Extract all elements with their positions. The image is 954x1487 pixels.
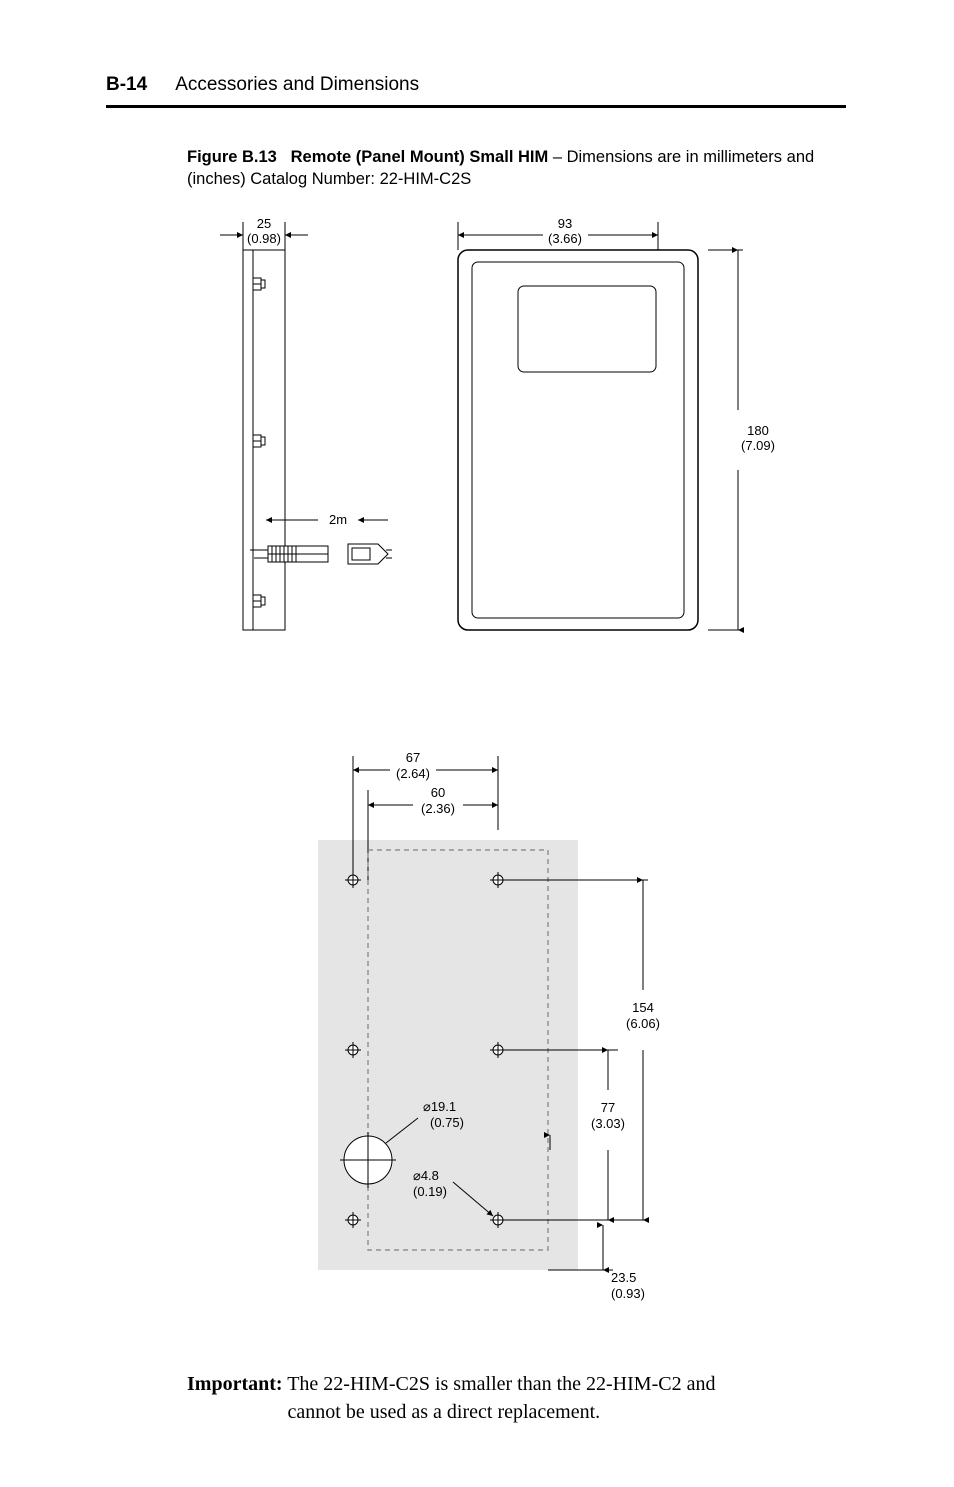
side-view: 25 (0.98): [220, 216, 392, 630]
document-page: B-14 Accessories and Dimensions Figure B…: [0, 0, 954, 1487]
big-hole-dia-in: (0.75): [430, 1115, 464, 1130]
front-width-mm: 93: [558, 216, 572, 231]
cable-length: 2m: [329, 512, 347, 527]
side-width-in: (0.98): [247, 231, 281, 246]
figure-number: Figure B.13: [187, 148, 277, 166]
cutout-h-mm: 154: [632, 1000, 654, 1015]
big-hole-dia: ⌀19.1: [423, 1099, 456, 1114]
front-height-mm: 180: [747, 423, 769, 438]
small-hole-dia: ⌀4.8: [413, 1168, 439, 1183]
front-width-in: (3.66): [548, 231, 582, 246]
note-text-a: The 22-HIM-C2S is smaller than the 22-HI…: [287, 1373, 715, 1395]
front-height-in: (7.09): [741, 438, 775, 453]
cutout-inner-w-mm: 60: [431, 785, 445, 800]
header-rule: [106, 105, 846, 108]
page-number: B-14: [106, 74, 147, 96]
cutout-view: 67 (2.64) 60 (2.36): [318, 750, 660, 1301]
cutout-spacing-mm: 77: [601, 1100, 615, 1115]
page-header: B-14 Accessories and Dimensions: [106, 74, 848, 96]
note-label: Important:: [187, 1373, 283, 1395]
cutout-inner-w-in: (2.36): [421, 801, 455, 816]
bottom-offset-mm: 23.5: [611, 1270, 636, 1285]
figure-caption: Figure B.13 Remote (Panel Mount) Small H…: [187, 146, 847, 191]
cutout-outer-w-in: (2.64): [396, 766, 430, 781]
figure-title: Remote (Panel Mount) Small HIM: [291, 148, 549, 166]
cutout-h-in: (6.06): [626, 1016, 660, 1031]
note-text-b: cannot be used as a direct replacement.: [288, 1401, 601, 1423]
bottom-offset-in: (0.93): [611, 1286, 645, 1301]
diagram-svg: 25 (0.98): [188, 210, 848, 1340]
dimension-diagram: 25 (0.98): [188, 210, 848, 1340]
cutout-spacing-in: (3.03): [591, 1116, 625, 1131]
cutout-outer-w-mm: 67: [406, 750, 420, 765]
front-view: 93 (3.66) 180 (7.09): [458, 216, 775, 630]
small-hole-dia-in: (0.19): [413, 1184, 447, 1199]
section-title: Accessories and Dimensions: [175, 74, 419, 96]
important-note: Important: The 22-HIM-C2S is smaller tha…: [187, 1370, 847, 1426]
side-width-mm: 25: [257, 216, 271, 231]
